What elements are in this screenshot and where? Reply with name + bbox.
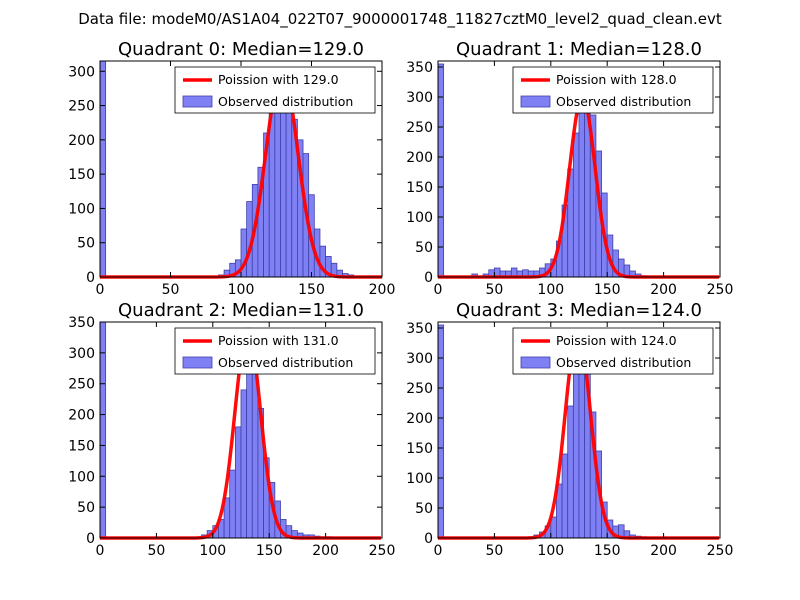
legend-bar-swatch [182, 95, 213, 108]
histogram-bar [578, 96, 586, 278]
y-tick-label: 300 [406, 351, 433, 367]
panel-title: Quadrant 0: Median=129.0 [118, 39, 364, 60]
legend-poisson-label: Poission with 129.0 [218, 72, 339, 87]
x-tick-label: 200 [369, 282, 396, 298]
y-tick-label: 150 [68, 167, 95, 183]
y-tick-label: 50 [77, 236, 95, 252]
y-tick-label: 150 [406, 180, 433, 196]
histogram-bar [99, 60, 107, 278]
x-tick-label: 50 [147, 543, 165, 559]
figure-suptitle: Data file: modeM0/AS1A04_022T07_90000017… [78, 10, 722, 29]
y-tick-label: 50 [415, 240, 433, 256]
x-tick-label: 0 [434, 543, 443, 559]
y-tick-label: 350 [68, 315, 95, 331]
legend-bar-swatch [182, 356, 213, 369]
x-tick-label: 100 [537, 543, 564, 559]
legend-poisson-label: Poission with 128.0 [556, 72, 677, 87]
y-tick-label: 300 [68, 64, 95, 80]
legend-poisson-label: Poission with 124.0 [556, 333, 677, 348]
x-tick-label: 50 [162, 282, 180, 298]
y-tick-label: 100 [406, 471, 433, 487]
axes-frame [437, 321, 721, 539]
x-tick-label: 100 [228, 282, 255, 298]
histogram-bar [561, 453, 569, 539]
histogram-bar [437, 63, 445, 278]
chart-panel-2: 0 50 100 150 200 250 0 50 100 150 200 250 300 350 Quad… [68, 300, 395, 559]
y-tick-label: 350 [406, 60, 433, 76]
y-tick-label: 50 [77, 500, 95, 516]
chart-panel-1: 0 50 100 150 200 250 0 50 100 150 200 250 300 350 Quad… [406, 39, 733, 298]
x-tick-label: 200 [650, 282, 677, 298]
y-tick-label: 250 [406, 381, 433, 397]
y-tick-label: 200 [68, 408, 95, 424]
y-tick-label: 100 [406, 210, 433, 226]
x-tick-label: 50 [485, 282, 503, 298]
legend-poisson-label: Poission with 131.0 [218, 333, 339, 348]
y-tick-label: 350 [406, 321, 433, 337]
x-tick-label: 150 [594, 543, 621, 559]
histogram-bar [229, 469, 236, 539]
x-tick-label: 250 [369, 543, 396, 559]
legend-bar-swatch [520, 356, 551, 369]
histogram-bar [572, 351, 580, 539]
legend-observed-label: Observed distribution [556, 355, 691, 370]
y-tick-label: 300 [406, 90, 433, 106]
y-tick-label: 250 [68, 377, 95, 393]
y-tick-label: 0 [86, 531, 95, 547]
y-tick-label: 100 [68, 469, 95, 485]
x-tick-label: 0 [96, 282, 105, 298]
axes-frame [99, 321, 383, 539]
legend: Poission with 128.0 Observed distribution [512, 66, 714, 114]
y-tick-label: 200 [406, 411, 433, 427]
panel-title: Quadrant 1: Median=128.0 [456, 39, 702, 60]
x-tick-label: 150 [298, 282, 325, 298]
legend-observed-label: Observed distribution [556, 94, 691, 109]
y-tick-label: 50 [415, 501, 433, 517]
x-tick-label: 100 [199, 543, 226, 559]
legend: Poission with 131.0 Observed distribution [174, 327, 376, 375]
histogram-bar [437, 324, 445, 539]
histogram-bar [572, 132, 580, 278]
y-tick-label: 150 [68, 438, 95, 454]
histogram-bar [567, 405, 574, 539]
panel-title: Quadrant 2: Median=131.0 [118, 300, 364, 321]
x-tick-label: 100 [537, 282, 564, 298]
x-tick-label: 0 [434, 282, 443, 298]
x-tick-label: 250 [707, 282, 734, 298]
x-tick-label: 150 [594, 282, 621, 298]
histogram-bar [99, 321, 107, 539]
axes-frame [437, 60, 721, 278]
y-tick-label: 200 [406, 150, 433, 166]
x-tick-label: 200 [650, 543, 677, 559]
chart-panel-3: 0 50 100 150 200 250 0 50 100 150 200 250 300 350 Quad… [406, 300, 733, 559]
x-tick-label: 250 [707, 543, 734, 559]
histogram-bar [234, 426, 242, 539]
panel-title: Quadrant 3: Median=124.0 [456, 300, 702, 321]
y-tick-label: 250 [406, 120, 433, 136]
y-tick-label: 100 [68, 201, 95, 217]
x-tick-label: 200 [312, 543, 339, 559]
x-tick-label: 50 [485, 543, 503, 559]
legend: Poission with 124.0 Observed distribution [512, 327, 714, 375]
y-tick-label: 150 [406, 441, 433, 457]
chart-panel-0: 0 50 100 150 200 0 50 100 150 200 250 300 Quadrant 0… [68, 39, 395, 298]
y-tick-label: 0 [424, 531, 433, 547]
legend-observed-label: Observed distribution [218, 94, 353, 109]
y-tick-label: 250 [68, 99, 95, 115]
histogram-bar [285, 94, 293, 278]
x-tick-label: 150 [256, 543, 283, 559]
histogram-bar [240, 389, 248, 539]
y-tick-label: 0 [424, 270, 433, 286]
y-tick-label: 0 [86, 270, 95, 286]
legend: Poission with 129.0 Observed distribution [174, 66, 376, 114]
legend-bar-swatch [520, 95, 551, 108]
x-tick-label: 0 [96, 543, 105, 559]
y-tick-label: 300 [68, 346, 95, 362]
y-tick-label: 200 [68, 133, 95, 149]
legend-observed-label: Observed distribution [218, 355, 353, 370]
